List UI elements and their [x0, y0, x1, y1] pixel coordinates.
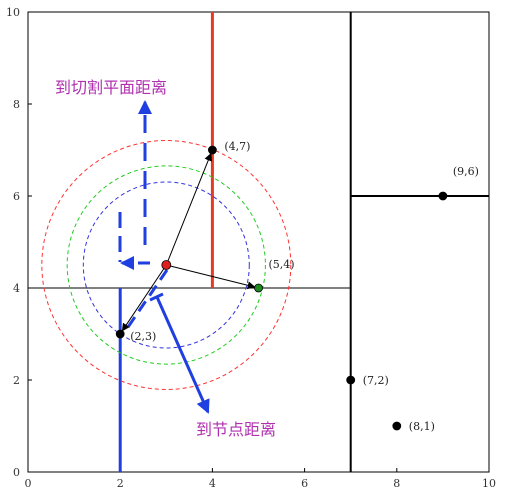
- node-distance-annotation: 到节点距离: [196, 420, 276, 439]
- x-tick-label: 4: [209, 477, 216, 490]
- y-axis-ticks: 0 2 4 6 8 10: [6, 6, 32, 479]
- x-tick-label: 10: [482, 477, 496, 490]
- x-axis-ticks: 0 2 4 6 8 10: [25, 468, 496, 490]
- data-point: [115, 329, 125, 339]
- y-tick-label: 6: [13, 190, 20, 203]
- plane-distance-dashed-diag: [124, 269, 169, 331]
- query-arrow: [121, 264, 167, 332]
- data-point: [438, 191, 448, 201]
- y-tick-label: 4: [13, 282, 20, 295]
- plane-distance-construction: [118, 100, 210, 414]
- node-distance-cap: [149, 292, 164, 302]
- point-label: (8,1): [409, 420, 435, 433]
- point-label: (2,3): [130, 330, 156, 343]
- plot-frame: [27, 11, 490, 473]
- search-circle-1: [66, 165, 266, 365]
- x-tick-label: 6: [301, 477, 308, 490]
- y-tick-label: 2: [13, 374, 20, 387]
- x-tick-label: 2: [117, 477, 124, 490]
- point-label: (9,6): [453, 165, 479, 178]
- query-point: [161, 260, 172, 270]
- search-circles: [41, 140, 292, 390]
- data-points: (2,3) (5,4) (9,6) (4,7) (8,1) (7,2): [115, 140, 479, 433]
- query-arrows: [121, 152, 256, 332]
- x-tick-label: 0: [25, 477, 32, 490]
- y-tick-label: 8: [13, 98, 20, 111]
- y-tick-label: 10: [6, 6, 20, 19]
- search-circle-2: [82, 181, 250, 349]
- node-distance-arrow: [155, 296, 210, 414]
- point-label: (7,2): [363, 374, 389, 387]
- data-point: [207, 145, 217, 155]
- point-label: (4,7): [224, 140, 250, 153]
- data-point: [254, 283, 263, 293]
- search-circle-0: [41, 140, 292, 390]
- query-arrow: [166, 264, 256, 290]
- y-tick-label: 0: [13, 466, 20, 479]
- data-point: [392, 421, 402, 431]
- data-point: [346, 375, 356, 385]
- point-label: (5,4): [269, 258, 295, 271]
- plane-distance-annotation: 到切割平面距离: [55, 78, 167, 97]
- x-tick-label: 8: [393, 477, 400, 490]
- query-arrow: [165, 152, 213, 266]
